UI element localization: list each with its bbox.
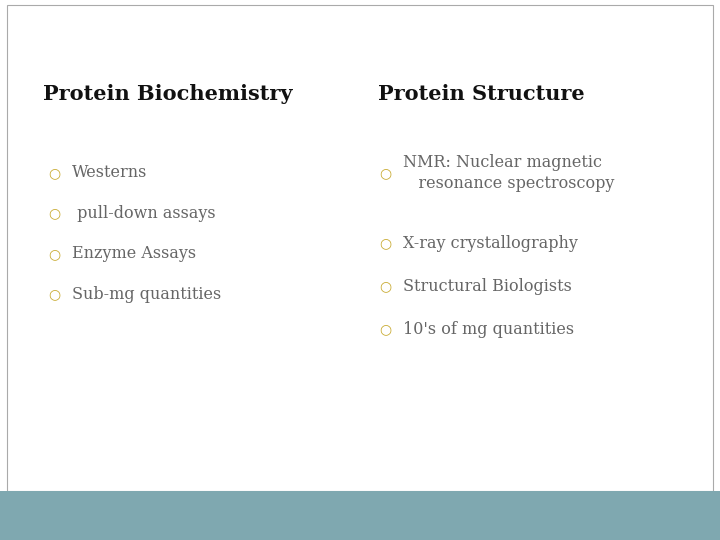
Text: ○: ○ <box>48 247 60 261</box>
Text: ○: ○ <box>379 322 391 336</box>
Text: Protein Biochemistry: Protein Biochemistry <box>43 84 293 105</box>
Text: ○: ○ <box>379 279 391 293</box>
Text: ○: ○ <box>48 206 60 220</box>
FancyBboxPatch shape <box>0 491 720 540</box>
Text: ○: ○ <box>379 166 391 180</box>
Text: ○: ○ <box>48 166 60 180</box>
Text: ○: ○ <box>48 287 60 301</box>
Text: Sub-mg quantities: Sub-mg quantities <box>72 286 221 303</box>
Text: Westerns: Westerns <box>72 164 148 181</box>
Text: pull-down assays: pull-down assays <box>72 205 215 222</box>
Text: X-ray crystallography: X-ray crystallography <box>403 234 578 252</box>
Text: Protein Structure: Protein Structure <box>378 84 585 105</box>
Text: ○: ○ <box>379 236 391 250</box>
Text: 10's of mg quantities: 10's of mg quantities <box>403 321 575 338</box>
Text: Enzyme Assays: Enzyme Assays <box>72 245 196 262</box>
Text: NMR: Nuclear magnetic
   resonance spectroscopy: NMR: Nuclear magnetic resonance spectros… <box>403 154 615 192</box>
Text: Structural Biologists: Structural Biologists <box>403 278 572 295</box>
